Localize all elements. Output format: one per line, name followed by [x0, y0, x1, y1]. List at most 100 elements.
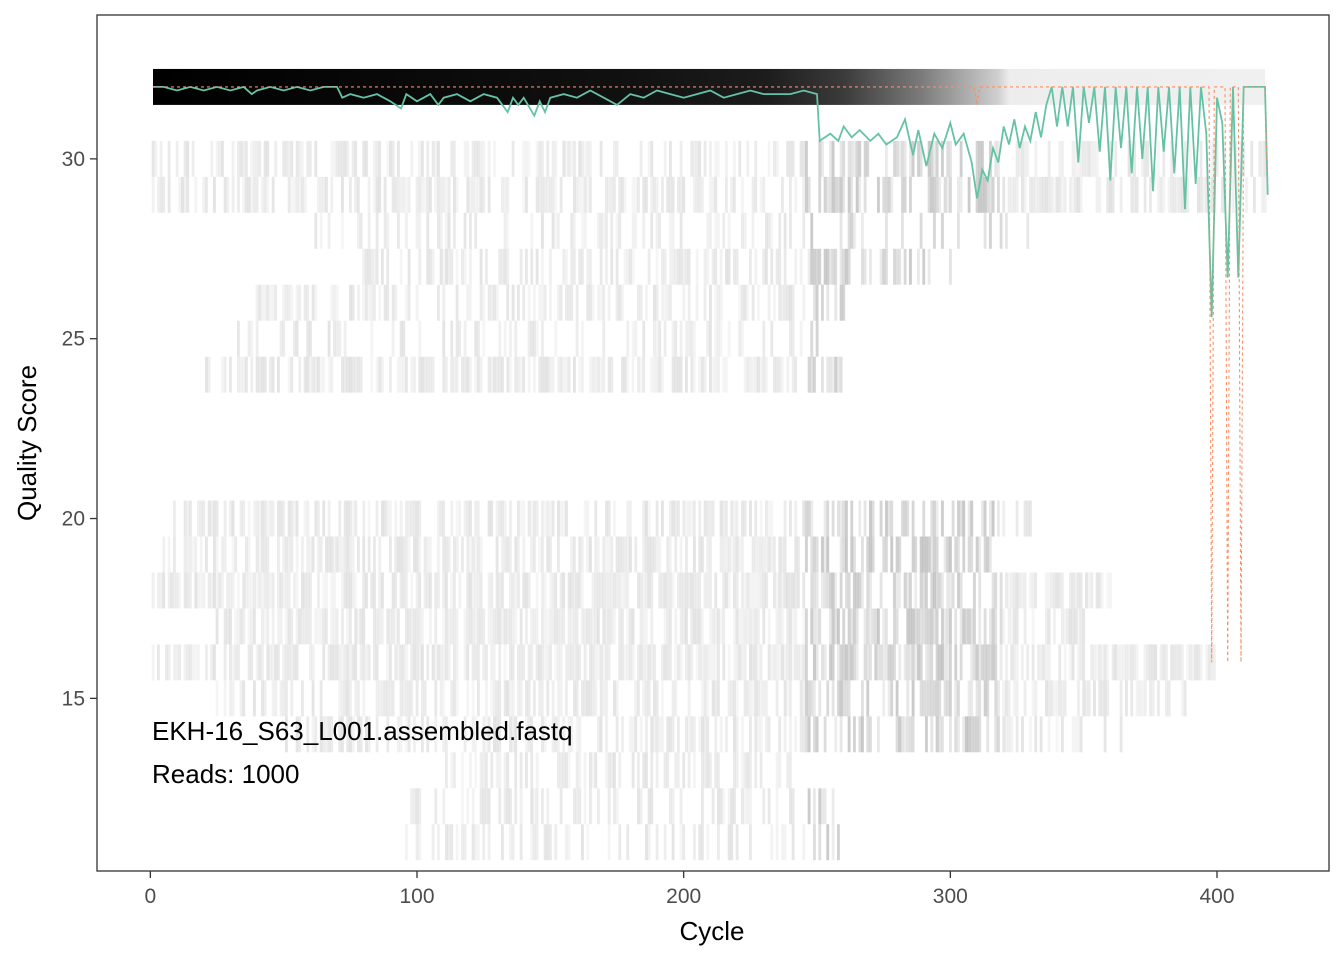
heat-cell	[410, 572, 413, 608]
heat-cell	[437, 572, 440, 609]
heat-cell	[461, 788, 464, 824]
heat-cell	[741, 320, 744, 357]
heat-cell	[543, 284, 547, 321]
heat-cell	[607, 608, 611, 645]
heat-cell	[501, 356, 504, 393]
heat-cell	[341, 680, 344, 717]
heat-cell	[386, 680, 390, 717]
heat-cell	[741, 572, 744, 609]
heat-cell	[327, 536, 331, 573]
heat-cell	[303, 572, 307, 609]
heat-cell	[520, 501, 523, 537]
heat-cell	[322, 644, 326, 681]
heat-cell	[927, 608, 931, 645]
heat-cell	[1055, 572, 1059, 609]
heat-cell	[530, 248, 534, 285]
heat-cell	[714, 356, 718, 393]
heat-cell	[519, 608, 523, 645]
heat-cell	[202, 176, 206, 213]
heat-cell	[642, 644, 646, 681]
heat-cell	[575, 644, 579, 681]
heat-cell	[994, 140, 998, 177]
heat-cell	[602, 572, 606, 609]
heat-cell	[778, 536, 782, 573]
heat-cell	[423, 680, 427, 717]
heat-cell	[666, 644, 670, 681]
heat-cell	[351, 356, 355, 393]
heat-cell	[349, 608, 352, 645]
heat-cell	[994, 716, 998, 753]
heat-cell	[869, 644, 872, 681]
heat-cell	[589, 536, 592, 573]
heat-cell	[914, 608, 918, 645]
heat-cell	[983, 212, 987, 249]
heat-cell	[498, 248, 502, 285]
heat-cell	[727, 680, 731, 717]
heat-cell	[1015, 176, 1019, 213]
heat-cell	[938, 644, 942, 681]
heat-cell	[495, 716, 499, 753]
heat-cell	[370, 320, 374, 357]
heat-cell	[650, 536, 654, 573]
heat-cell	[645, 680, 648, 717]
heat-cell	[890, 644, 894, 681]
heat-cell	[906, 716, 910, 753]
heat-cell	[607, 824, 611, 861]
heat-cell	[498, 608, 502, 645]
heat-cell	[754, 752, 758, 789]
heat-cell	[445, 212, 448, 249]
heat-cell	[487, 140, 491, 177]
heat-cell	[725, 248, 728, 285]
heat-cell	[887, 644, 891, 681]
heat-cell	[807, 176, 811, 213]
heat-cell	[600, 285, 603, 321]
heat-cell	[823, 644, 827, 681]
heat-cell	[653, 356, 656, 393]
heat-cell	[402, 356, 406, 393]
heat-cell	[703, 356, 707, 393]
heat-cell	[797, 536, 800, 573]
heat-cell	[687, 248, 691, 285]
heat-cell	[375, 500, 379, 537]
heat-cell	[890, 176, 894, 213]
heat-cell	[466, 284, 470, 321]
heat-cell	[1149, 680, 1152, 717]
heat-cell	[557, 644, 560, 681]
heat-cell	[514, 752, 518, 789]
heat-cell	[1058, 680, 1062, 717]
heat-cell	[679, 140, 683, 177]
heat-cell	[575, 608, 579, 645]
heat-cell	[618, 752, 622, 789]
heat-cell	[418, 248, 422, 285]
heat-cell	[250, 608, 254, 645]
heat-cell	[794, 356, 798, 393]
heat-cell	[1005, 572, 1008, 609]
heat-cell	[709, 752, 712, 789]
heat-cell	[618, 212, 622, 249]
heat-cell	[746, 752, 750, 789]
heat-cell	[538, 536, 542, 573]
heat-cell	[559, 644, 563, 681]
heat-cell	[469, 176, 472, 213]
heat-cell	[1087, 572, 1091, 609]
heat-cell	[183, 536, 187, 573]
heat-cell	[714, 320, 718, 357]
heat-cell	[439, 644, 443, 681]
heat-cell	[583, 752, 587, 789]
heat-cell	[669, 536, 672, 573]
heat-cell	[813, 824, 816, 861]
heat-cell	[599, 572, 603, 609]
heat-cell	[557, 608, 560, 645]
heat-cell	[615, 536, 619, 573]
heat-cell	[495, 536, 499, 573]
heat-cell	[653, 680, 656, 717]
heat-cell	[895, 248, 899, 285]
heat-cell	[973, 644, 976, 681]
heat-cell	[770, 213, 773, 249]
heat-cell	[405, 608, 408, 645]
heat-cell	[298, 284, 302, 321]
heat-cell	[829, 176, 832, 213]
heat-cell	[775, 140, 779, 177]
heat-cell	[925, 608, 928, 645]
heat-cell	[967, 176, 971, 213]
